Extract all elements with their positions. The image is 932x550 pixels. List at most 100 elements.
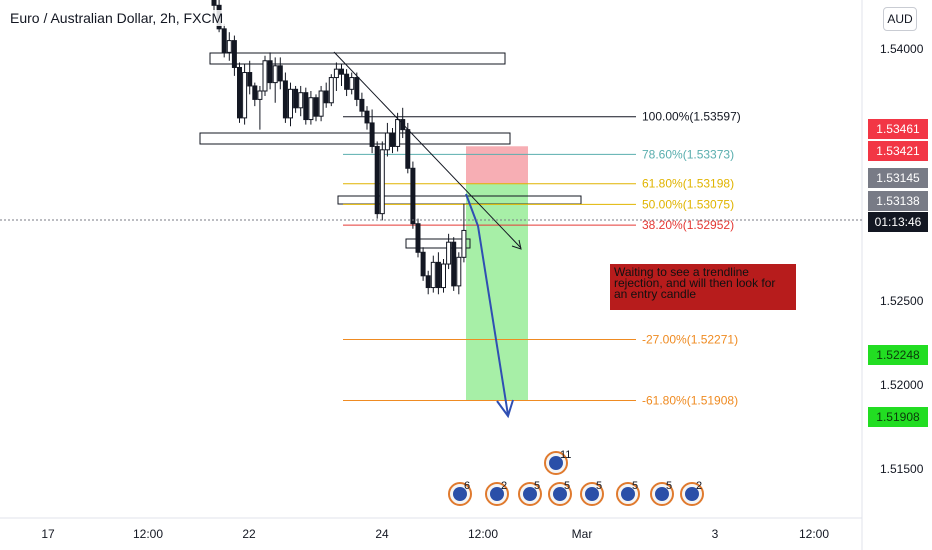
event-icon-core — [490, 487, 504, 501]
candle-body — [446, 241, 452, 265]
candle-body — [247, 72, 253, 87]
y-tick-label: 1.52000 — [880, 378, 924, 392]
annotation-note[interactable]: Waiting to see a trendline rejection, an… — [610, 264, 796, 310]
y-tick-label: 1.51500 — [880, 462, 924, 476]
event-marker: 5 — [580, 480, 604, 506]
event-count: 11 — [560, 449, 571, 461]
candle-body — [318, 90, 324, 117]
trend-drawings — [333, 51, 522, 419]
candle-body — [308, 97, 314, 121]
candle-body — [262, 60, 268, 92]
sr-box — [337, 195, 582, 205]
candle-body — [237, 66, 242, 119]
candle-body — [303, 92, 309, 121]
candle-body — [221, 28, 227, 53]
x-tick-label: 3 — [712, 527, 719, 541]
y-tick-label: 1.54000 — [880, 42, 924, 56]
candle-body — [211, 0, 217, 6]
candle-body — [456, 256, 462, 287]
event-icon-core — [549, 456, 563, 470]
candle-body — [364, 110, 370, 124]
price-label-tag — [868, 168, 928, 188]
price-label-text: 1.52248 — [876, 348, 920, 362]
candle-body — [349, 77, 355, 90]
event-icon-core — [621, 487, 635, 501]
event-icon-core — [553, 487, 567, 501]
candle-body — [293, 88, 299, 109]
event-count: 5 — [564, 480, 570, 492]
price-label-tag — [868, 119, 928, 139]
candle-body — [252, 85, 258, 100]
price-label-text: 01:13:46 — [875, 215, 922, 229]
candle-body — [226, 40, 232, 53]
candle-body — [435, 261, 441, 289]
candle-body — [425, 275, 431, 289]
chart-title: Euro / Australian Dollar, 2h, FXCM — [8, 10, 226, 26]
candle-body — [298, 92, 304, 109]
candle-body — [395, 119, 401, 147]
y-tick-label: 1.52500 — [880, 294, 924, 308]
candle-body — [354, 77, 360, 100]
event-icon-core — [523, 487, 537, 501]
fib-label: 61.80%(1.53198) — [642, 177, 734, 191]
candle-body — [420, 251, 426, 277]
candle-body — [288, 88, 293, 119]
projection-arrowhead — [496, 399, 514, 419]
event-marker: 2 — [485, 480, 509, 506]
fib-label: 50.00%(1.53075) — [642, 197, 734, 211]
sr-box — [209, 52, 506, 65]
candle-body — [344, 73, 350, 90]
candlesticks — [211, 0, 467, 295]
sr-box — [199, 132, 511, 145]
sr-box — [405, 238, 471, 249]
candle-body — [272, 65, 278, 84]
candle-body — [451, 241, 457, 287]
fib-label: -27.00%(1.52271) — [642, 332, 738, 346]
price-label-text: 1.53461 — [876, 122, 920, 136]
event-count: 2 — [696, 480, 702, 492]
candle-body — [379, 149, 385, 215]
candle-body — [374, 145, 380, 215]
event-count: 2 — [501, 480, 507, 492]
x-tick-label: 12:00 — [468, 527, 498, 541]
x-tick-label: 12:00 — [133, 527, 163, 541]
position-zones — [466, 146, 528, 401]
event-count: 5 — [534, 480, 540, 492]
event-icon-core — [453, 487, 467, 501]
projection-arrow — [465, 193, 509, 416]
trendline-arrowhead — [511, 239, 522, 250]
candle-body — [328, 77, 334, 104]
event-marker: 5 — [616, 480, 640, 506]
candle-body — [277, 65, 283, 82]
event-marker: 6 — [448, 480, 472, 506]
trendline — [333, 51, 522, 249]
event-icon-core — [655, 487, 669, 501]
event-count: 5 — [632, 480, 638, 492]
candle-body — [461, 229, 467, 258]
event-count: 6 — [464, 480, 470, 492]
candle-body — [415, 223, 421, 253]
fib-label: -61.80%(1.51908) — [642, 393, 738, 407]
candle-body — [390, 132, 395, 147]
event-count: 5 — [666, 480, 672, 492]
currency-button[interactable]: AUD — [883, 7, 917, 31]
candle-body — [369, 122, 375, 147]
event-markers: 6 2 5 5 11 5 5 5 2 — [448, 449, 704, 506]
candle-body — [339, 68, 344, 75]
event-marker: 2 — [680, 480, 704, 506]
x-tick-label: Mar — [572, 527, 593, 541]
candle-body — [242, 72, 248, 119]
event-marker: 5 — [548, 480, 572, 506]
stop-loss-zone — [466, 146, 528, 184]
event-marker: 5 — [518, 480, 542, 506]
fib-label: 78.60%(1.53373) — [642, 147, 734, 161]
candle-body — [267, 60, 273, 84]
candle-body — [323, 90, 329, 104]
event-icon-core — [585, 487, 599, 501]
candle-body — [405, 129, 411, 169]
candle-body — [282, 80, 288, 119]
candle-body — [313, 97, 319, 117]
fib-label: 38.20%(1.52952) — [642, 218, 734, 232]
